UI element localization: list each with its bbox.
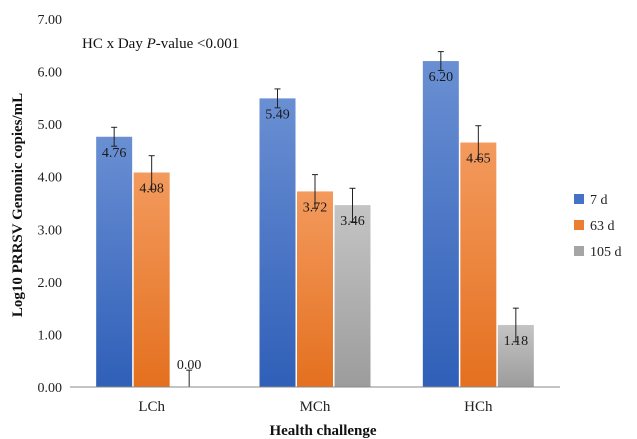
x-category-label: LCh [138,399,165,415]
y-axis-ticks: 0.00 1.00 2.00 3.00 4.00 5.00 6.00 7.00 [38,13,63,396]
significance-annotation: HC x Day P-value <0.001 [82,36,239,52]
data-label: 5.49 [265,107,290,122]
annotation-p: P [146,36,156,52]
bar-HCh-63d [460,143,496,387]
x-category-label: HCh [464,399,493,415]
y-tick-label: 0.00 [38,381,63,396]
x-category-label: MCh [300,399,331,415]
y-tick-label: 4.00 [38,171,63,186]
data-label: 6.20 [429,70,454,85]
bar-LCh-63d [134,173,170,387]
y-tick-label: 2.00 [38,276,63,291]
bar-MCh-105d [335,205,371,387]
data-label: 3.46 [340,214,365,229]
y-tick-label: 5.00 [38,118,63,133]
y-tick-label: 7.00 [38,13,63,28]
x-axis-categories: LCh MCh HCh [138,399,493,415]
legend-swatch [574,194,584,204]
bar-LCh-7d [96,137,132,387]
bar-MCh-7d [260,98,296,387]
data-label: 4.65 [466,152,491,167]
bar-HCh-7d [423,61,459,387]
legend-label: 105 d [590,245,622,260]
x-axis-title: Health challenge [269,423,376,439]
legend-label: 7 d [590,193,608,208]
data-label: 1.18 [504,334,529,349]
data-label: 4.08 [139,182,164,197]
y-tick-label: 3.00 [38,223,63,238]
legend-swatch [574,246,584,256]
legend-label: 63 d [590,219,615,234]
annotation-suffix: -value <0.001 [156,36,239,52]
y-tick-label: 6.00 [38,66,63,81]
legend-swatch [574,220,584,230]
data-label: 3.72 [303,200,328,215]
y-axis-title: Log10 PRRSV Genomic copies/mL [10,93,26,317]
data-label: 0.00 [177,358,202,373]
annotation-prefix: HC x Day [82,36,147,52]
bars [96,61,534,387]
bar-MCh-63d [297,191,333,387]
legend: 7 d 63 d 105 d [574,193,622,260]
y-tick-label: 1.00 [38,328,63,343]
data-label: 4.76 [102,146,127,161]
